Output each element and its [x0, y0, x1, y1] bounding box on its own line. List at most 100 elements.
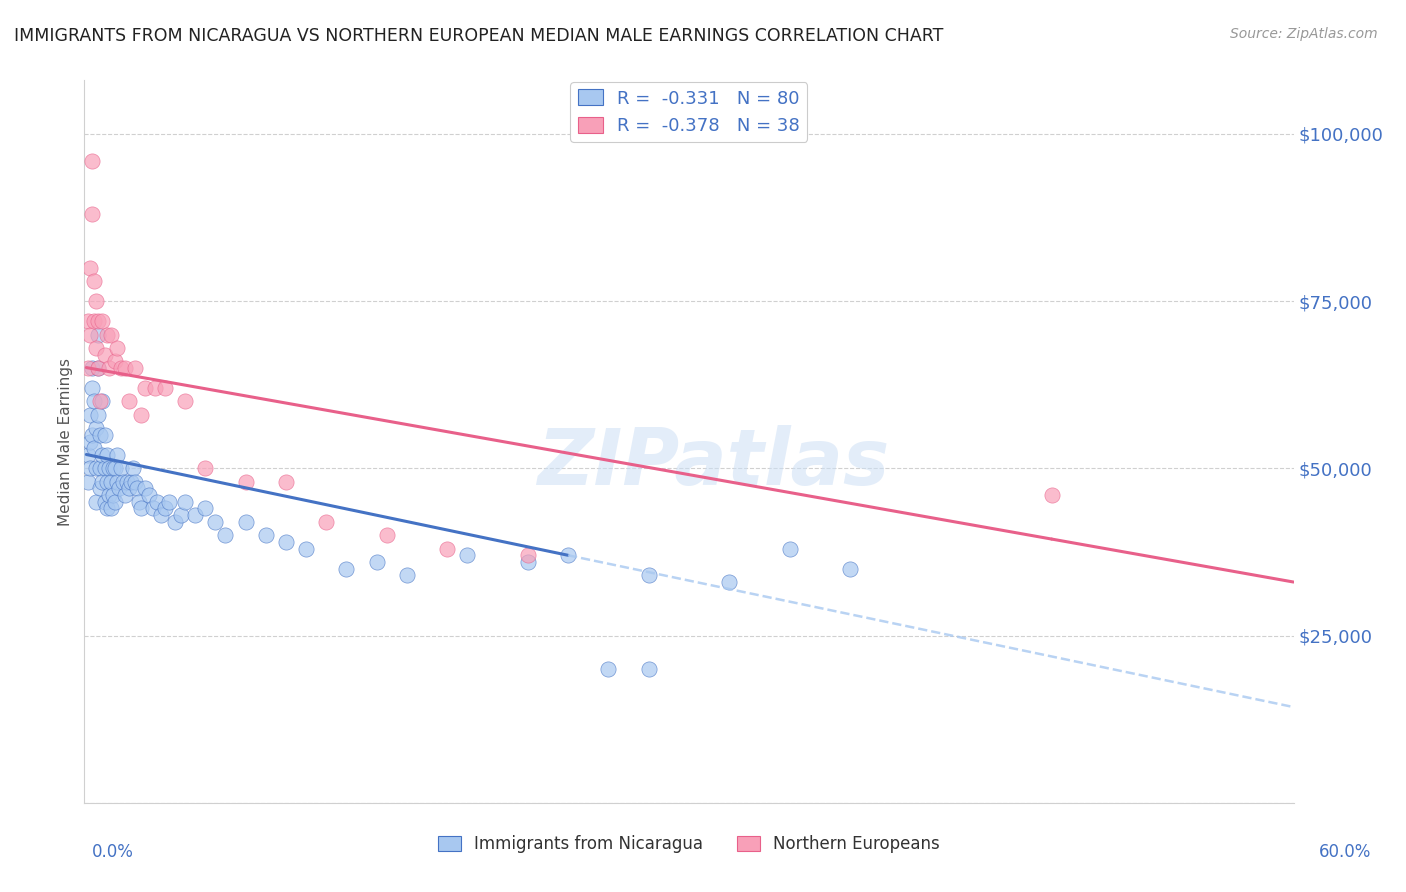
- Point: [637, 662, 659, 676]
- Point: [128, 494, 150, 508]
- Point: [129, 408, 152, 422]
- Point: [89, 461, 111, 475]
- Text: IMMIGRANTS FROM NICARAGUA VS NORTHERN EUROPEAN MEDIAN MALE EARNINGS CORRELATION : IMMIGRANTS FROM NICARAGUA VS NORTHERN EU…: [14, 27, 943, 45]
- Point: [105, 475, 128, 489]
- Point: [165, 515, 187, 529]
- Point: [114, 488, 136, 502]
- Point: [77, 448, 100, 462]
- Point: [77, 314, 100, 328]
- Point: [153, 381, 176, 395]
- Point: [366, 555, 388, 569]
- Point: [77, 475, 100, 489]
- Point: [153, 501, 176, 516]
- Point: [77, 361, 100, 376]
- Point: [91, 475, 114, 489]
- Point: [87, 408, 110, 422]
- Point: [235, 515, 257, 529]
- Point: [118, 482, 141, 496]
- Point: [96, 327, 118, 342]
- Point: [87, 327, 110, 342]
- Point: [110, 361, 132, 376]
- Legend: Immigrants from Nicaragua, Northern Europeans: Immigrants from Nicaragua, Northern Euro…: [432, 828, 946, 860]
- Point: [97, 361, 120, 376]
- Point: [557, 548, 579, 563]
- Point: [516, 548, 538, 563]
- Point: [157, 494, 180, 508]
- Point: [115, 475, 138, 489]
- Point: [118, 394, 141, 409]
- Point: [79, 327, 101, 342]
- Point: [97, 461, 120, 475]
- Point: [1040, 488, 1063, 502]
- Point: [149, 508, 172, 523]
- Point: [93, 427, 115, 442]
- Point: [89, 482, 111, 496]
- Point: [105, 448, 128, 462]
- Point: [91, 448, 114, 462]
- Point: [194, 461, 217, 475]
- Point: [86, 494, 108, 508]
- Point: [170, 508, 193, 523]
- Point: [100, 475, 122, 489]
- Point: [100, 501, 122, 516]
- Point: [146, 494, 169, 508]
- Point: [96, 501, 118, 516]
- Point: [598, 662, 620, 676]
- Text: ZIPatlas: ZIPatlas: [537, 425, 889, 501]
- Point: [79, 434, 101, 449]
- Point: [274, 475, 297, 489]
- Point: [86, 341, 108, 355]
- Point: [315, 515, 337, 529]
- Point: [134, 381, 156, 395]
- Point: [91, 394, 114, 409]
- Point: [456, 548, 478, 563]
- Point: [86, 421, 108, 435]
- Point: [125, 482, 148, 496]
- Point: [97, 488, 120, 502]
- Point: [82, 361, 104, 376]
- Point: [138, 488, 160, 502]
- Point: [107, 482, 129, 496]
- Point: [124, 361, 146, 376]
- Point: [100, 327, 122, 342]
- Point: [96, 475, 118, 489]
- Point: [142, 501, 165, 516]
- Point: [79, 408, 101, 422]
- Point: [194, 501, 217, 516]
- Point: [214, 528, 236, 542]
- Point: [79, 461, 101, 475]
- Point: [143, 381, 166, 395]
- Point: [295, 541, 318, 556]
- Point: [111, 475, 134, 489]
- Point: [82, 153, 104, 168]
- Point: [86, 293, 108, 308]
- Point: [274, 534, 297, 549]
- Point: [114, 361, 136, 376]
- Point: [87, 361, 110, 376]
- Point: [91, 314, 114, 328]
- Point: [93, 461, 115, 475]
- Point: [82, 207, 104, 221]
- Point: [235, 475, 257, 489]
- Point: [83, 314, 105, 328]
- Point: [120, 475, 142, 489]
- Point: [335, 562, 357, 576]
- Point: [174, 394, 197, 409]
- Text: 60.0%: 60.0%: [1319, 843, 1371, 861]
- Point: [516, 555, 538, 569]
- Point: [375, 528, 398, 542]
- Point: [101, 461, 124, 475]
- Point: [718, 575, 741, 590]
- Point: [82, 427, 104, 442]
- Point: [104, 461, 127, 475]
- Point: [86, 461, 108, 475]
- Point: [93, 348, 115, 362]
- Point: [82, 381, 104, 395]
- Point: [134, 482, 156, 496]
- Point: [254, 528, 277, 542]
- Point: [87, 361, 110, 376]
- Point: [124, 475, 146, 489]
- Point: [129, 501, 152, 516]
- Point: [204, 515, 226, 529]
- Point: [104, 354, 127, 368]
